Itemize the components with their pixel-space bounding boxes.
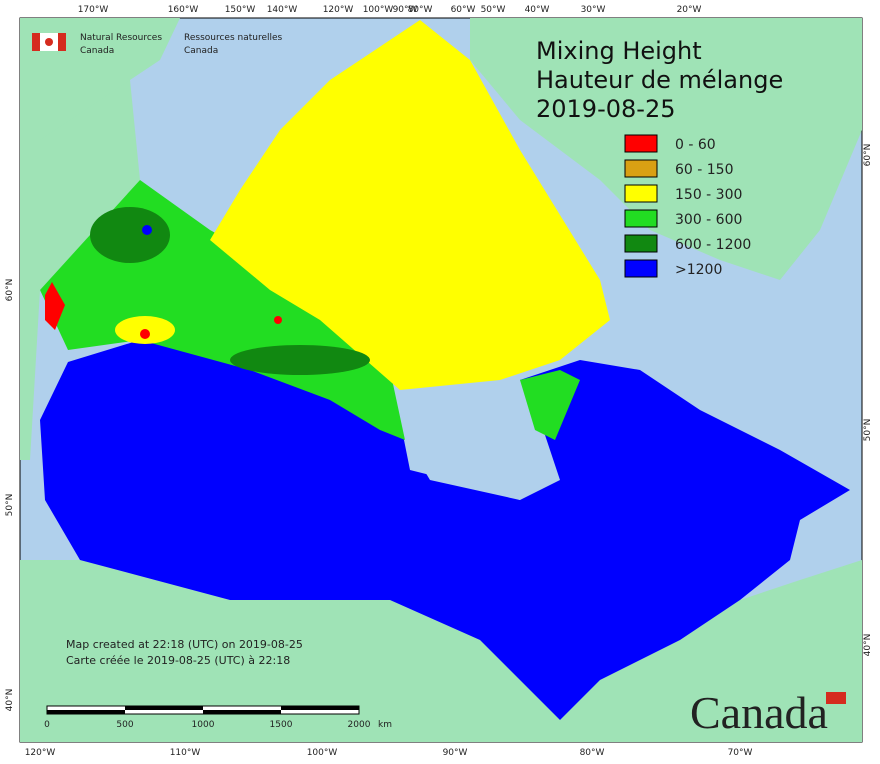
longitude-label: 50°W bbox=[481, 5, 506, 15]
title: Mixing Height bbox=[536, 37, 702, 65]
title-date: 2019-08-25 bbox=[536, 95, 675, 123]
longitude-label: 80°W bbox=[580, 748, 605, 758]
legend-label: 300 - 600 bbox=[675, 212, 742, 228]
red-spot bbox=[140, 329, 150, 339]
flag bbox=[826, 692, 846, 704]
longitude-label: 90°W bbox=[443, 748, 468, 758]
logo-text: Canada bbox=[184, 46, 218, 56]
high-mixing-area bbox=[40, 340, 850, 720]
credit: Map created at 22:18 (UTC) on 2019-08-25 bbox=[66, 638, 303, 651]
red-spot bbox=[274, 316, 282, 324]
scale-label: 2000 bbox=[348, 720, 371, 730]
longitude-label: 110°W bbox=[170, 748, 201, 758]
longitude-label: 150°W bbox=[225, 5, 256, 15]
longitude-label: 120°W bbox=[323, 5, 354, 15]
legend-swatch bbox=[624, 159, 658, 178]
longitude-label: 140°W bbox=[267, 5, 298, 15]
longitude-label: 100°W bbox=[363, 5, 394, 15]
logo-text: Canada bbox=[80, 46, 114, 56]
longitude-label: 70°W bbox=[728, 748, 753, 758]
dark-green-patch bbox=[90, 207, 170, 263]
land bbox=[20, 18, 862, 742]
legend-label: 600 - 1200 bbox=[675, 237, 751, 253]
legend-swatch bbox=[624, 184, 658, 203]
latitude-label: 50°N bbox=[5, 494, 15, 517]
green-band bbox=[520, 370, 580, 440]
scale-label: 500 bbox=[116, 720, 133, 730]
legend-label: >1200 bbox=[675, 262, 722, 278]
longitude-label: 100°W bbox=[307, 748, 338, 758]
longitude-label: 30°W bbox=[581, 5, 606, 15]
longitude-label: 170°W bbox=[78, 5, 109, 15]
legend-swatch bbox=[624, 234, 658, 253]
longitude-label: 20°W bbox=[677, 5, 702, 15]
credit: Carte créée le 2019-08-25 (UTC) à 22:18 bbox=[66, 654, 290, 667]
red-patch bbox=[45, 282, 65, 330]
logo: Natural Resources Canada Ressources natu… bbox=[32, 33, 283, 56]
longitude-label: 80°W bbox=[408, 5, 433, 15]
wordmark: Canada bbox=[690, 687, 828, 738]
latitude-label: 40°N bbox=[5, 689, 15, 712]
logo-text: Natural Resources bbox=[80, 33, 162, 43]
legend-label: 150 - 300 bbox=[675, 187, 742, 203]
legend-swatch bbox=[624, 134, 658, 153]
longitude-label: 60°W bbox=[451, 5, 476, 15]
hudson-bay bbox=[400, 380, 545, 500]
longitude-label: 90°W bbox=[393, 5, 418, 15]
longitude-label: 160°W bbox=[168, 5, 199, 15]
latitude-label: 50°N bbox=[863, 419, 873, 442]
latitude-label: 60°N bbox=[5, 279, 15, 302]
legend-swatch bbox=[624, 259, 658, 278]
longitude-label: 40°W bbox=[525, 5, 550, 15]
logo-text: Ressources naturelles bbox=[184, 33, 283, 43]
scale-label: 0 bbox=[44, 720, 50, 730]
frame-labels: 170°W 160°W 150°W 140°W 120°W 100°W 90°W80°W 60… bbox=[5, 5, 873, 758]
legend: 0 - 60 60 - 150 150 - 300 300 - 600 600 - 12… bbox=[624, 134, 751, 278]
arctic-yellow bbox=[210, 20, 610, 390]
scale-label: 1000 bbox=[192, 720, 215, 730]
title: Hauteur de mélange bbox=[536, 66, 783, 94]
legend-swatch bbox=[624, 209, 658, 228]
dark-green-patch bbox=[230, 345, 370, 375]
legend-label: 0 - 60 bbox=[675, 137, 716, 153]
longitude-label: 120°W bbox=[25, 748, 56, 758]
latitude-label: 40°N bbox=[863, 634, 873, 657]
scale-unit: km bbox=[378, 720, 392, 730]
scale-label: 1500 bbox=[270, 720, 293, 730]
blue-spot bbox=[142, 225, 152, 235]
legend-label: 60 - 150 bbox=[675, 162, 734, 178]
latitude-label: 60°N bbox=[863, 144, 873, 167]
scale-bar: 0 500 1000 1500 2000 km bbox=[44, 705, 392, 730]
